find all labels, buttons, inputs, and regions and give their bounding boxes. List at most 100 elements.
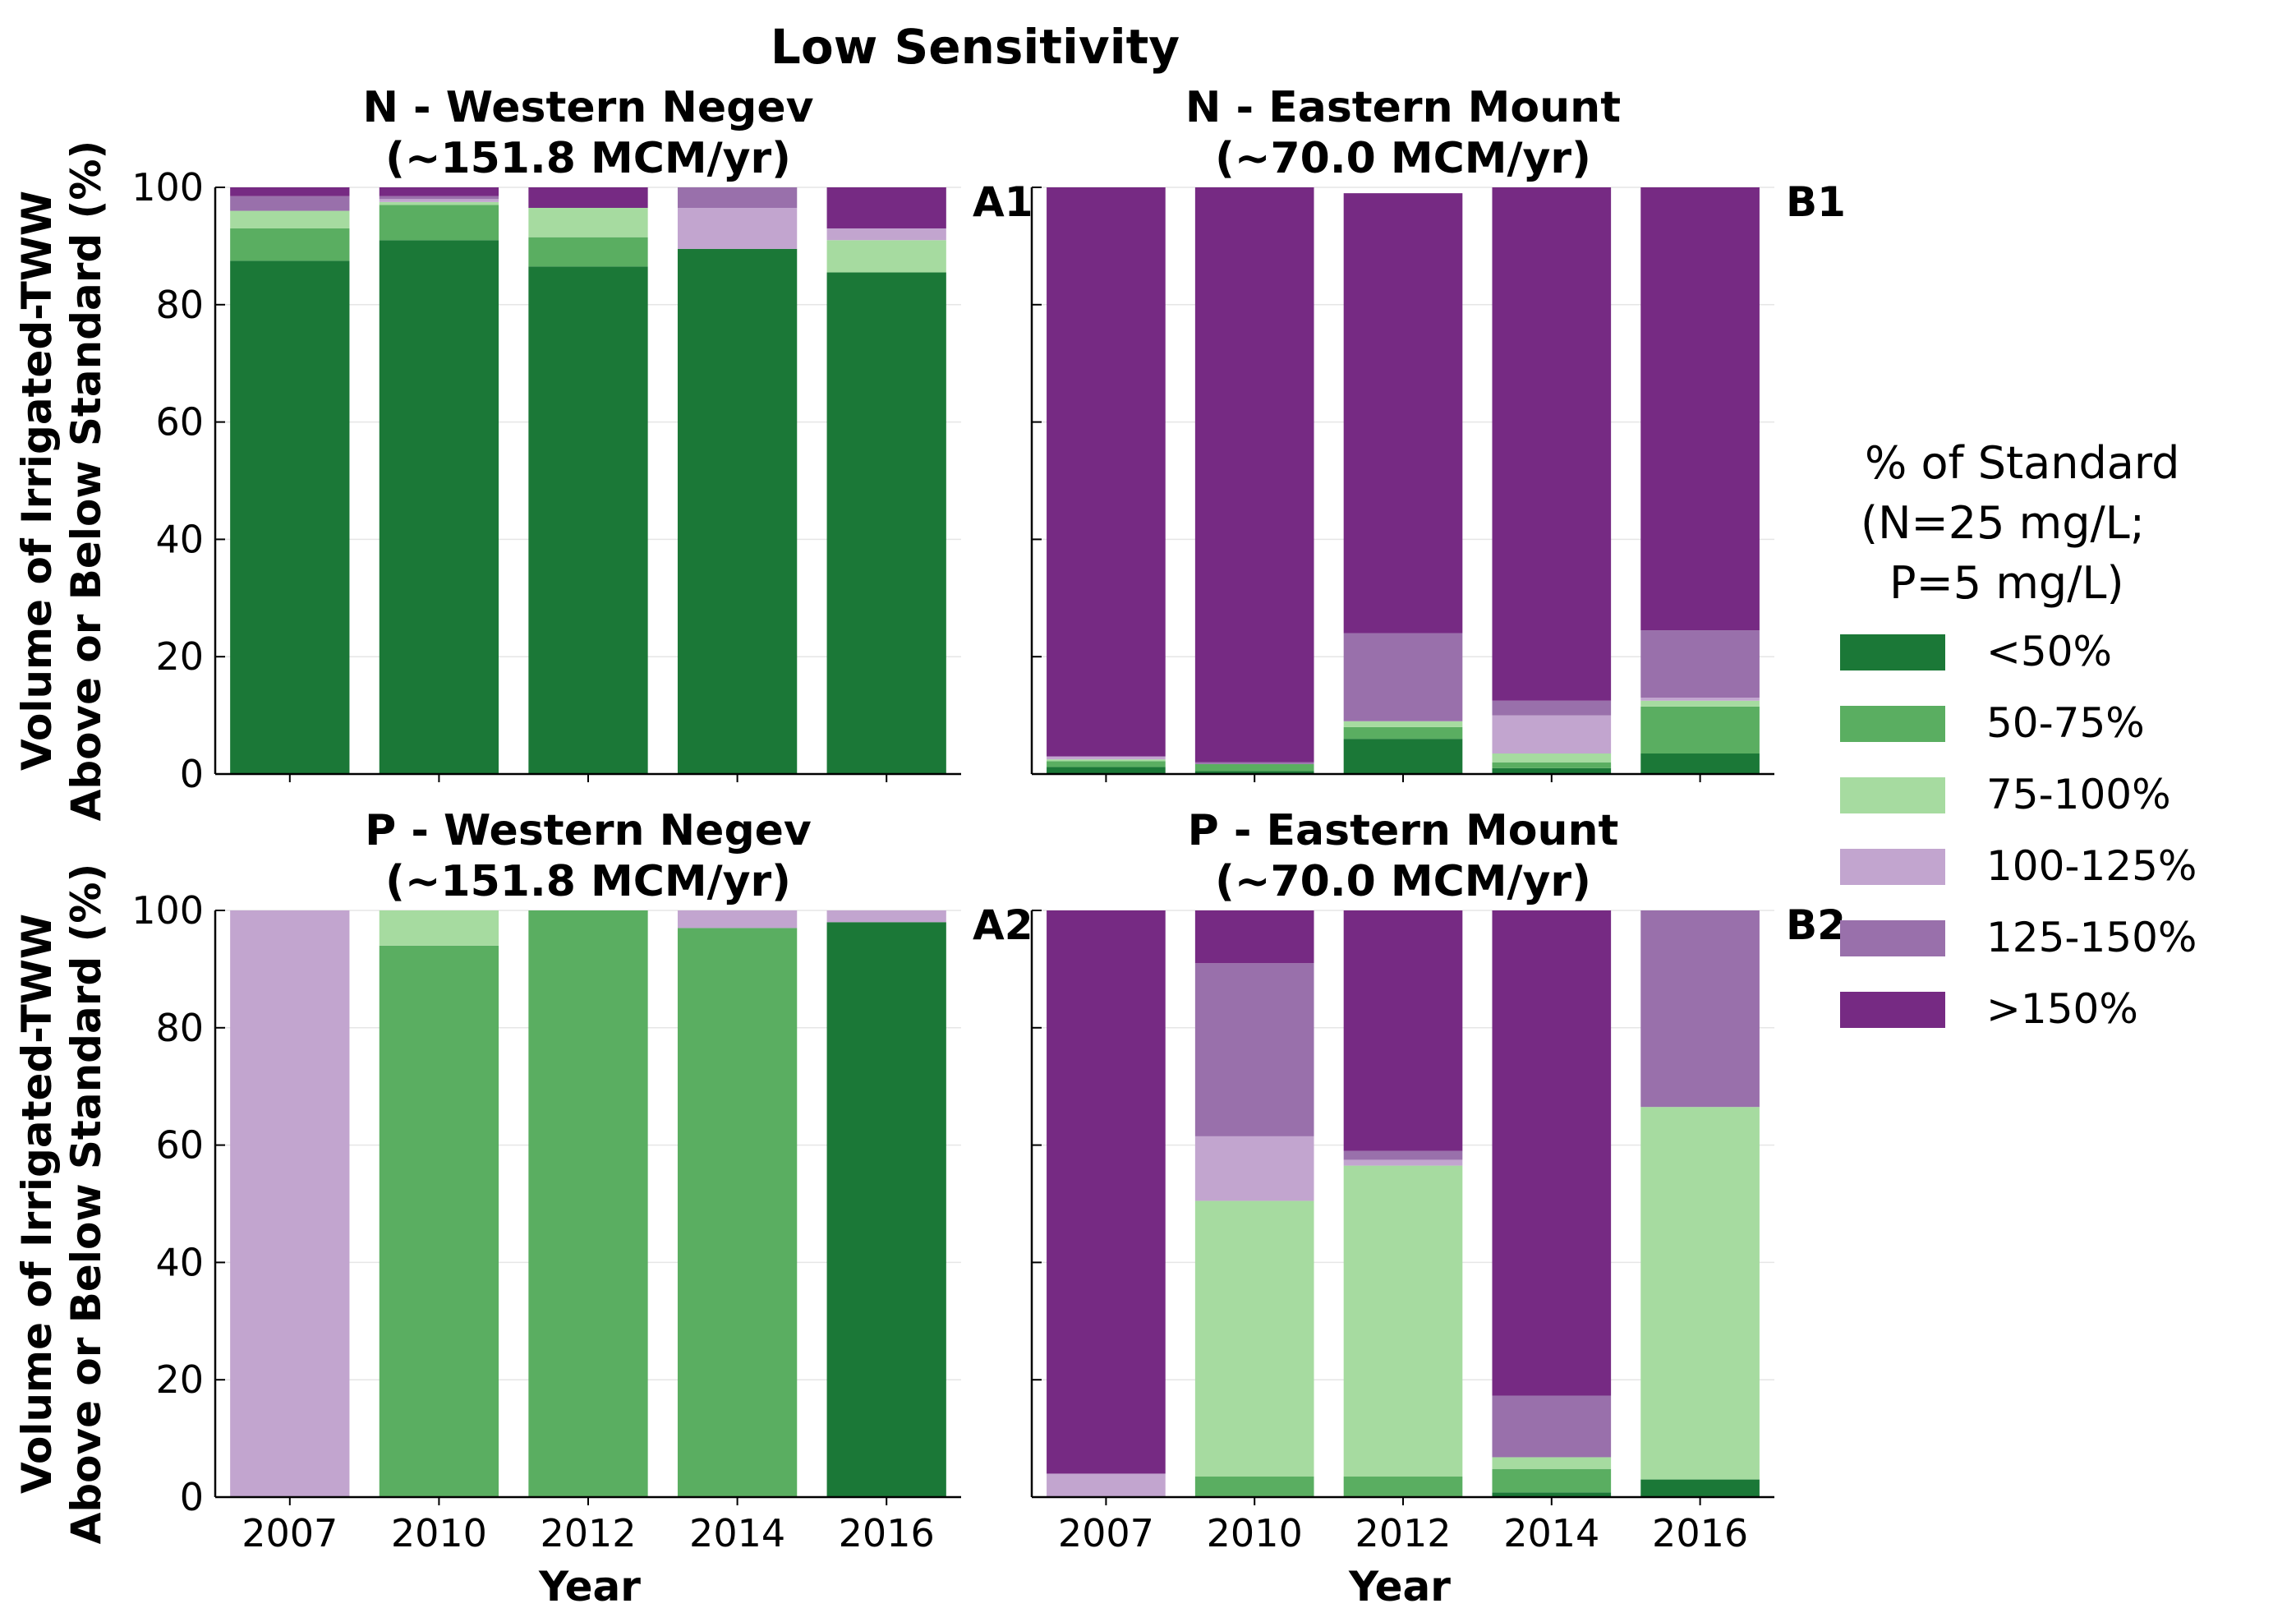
panel-label: A1 [973, 178, 1033, 226]
bar-segment-2016-50 [826, 272, 946, 774]
panel-a2: 2007 2010 2012 2014 2016 0 20 40 60 80 100 P - West… [131, 806, 1033, 1555]
bar-segment-2016-75-100 [826, 240, 946, 273]
y-axis-label-line2: Above or Below Standard (%) [62, 864, 110, 1545]
bar-segment-2014-50 [1492, 1492, 1612, 1497]
figure-title: Low Sensitivity [771, 19, 1180, 75]
bar-segment-2007-100-125 [1047, 756, 1166, 760]
bar-segment-2016-100-125 [1640, 698, 1760, 701]
legend-entries: <50% 50-75% 75-100% 100-125% 125-150% >150% [1840, 628, 2197, 1033]
panel-title-line2: (~151.8 MCM/yr) [385, 134, 791, 183]
bar-segment-2016-50 [1640, 753, 1760, 774]
bar-segment-2012-75-100 [1343, 1165, 1463, 1477]
y-tick-label: 20 [155, 634, 204, 679]
y-tick-label: 0 [180, 1475, 204, 1519]
panel-title-line2: (~151.8 MCM/yr) [385, 857, 791, 906]
bar-segment-2010-75-100 [379, 201, 499, 205]
bar-segment-2016-75-100 [1640, 700, 1760, 707]
bar-segment-2007-100-125 [1047, 1473, 1166, 1497]
bar-segment-2012-100-125 [1343, 1159, 1463, 1166]
x-tick-label: 2014 [1503, 1511, 1599, 1555]
y-tick-label: 100 [131, 165, 204, 210]
y-tick-label: 80 [155, 283, 204, 327]
bar-segment-2016-50-75 [1640, 706, 1760, 754]
bar-segment-2007-125-150 [230, 196, 350, 211]
legend-swatch-75-100 [1840, 777, 1945, 813]
y-tick-label: 40 [155, 517, 204, 561]
x-tick-label: 2016 [1652, 1511, 1748, 1555]
y-tick-label: 0 [180, 752, 204, 796]
bar-segment-2012-50 [528, 266, 648, 774]
bar-segment-2014-75-100 [1492, 1457, 1612, 1469]
legend-swatch-50-75 [1840, 706, 1945, 742]
bar-segment-2012-150 [1343, 193, 1463, 634]
x-tick-label: 2007 [1058, 1511, 1154, 1555]
y-axis-label-bottom: Volume of Irrigated-TWW Above or Below S… [13, 864, 110, 1545]
bar-segment-2012-125-150 [1343, 633, 1463, 721]
bar-segment-2007-150 [1047, 187, 1166, 757]
legend-title-line3: P=5 mg/L) [1889, 557, 2124, 609]
y-tick-label: 80 [155, 1006, 204, 1050]
bar-segment-2010-150 [1194, 187, 1314, 763]
x-tick-label: 2014 [689, 1511, 785, 1555]
panel-title-line2: (~70.0 MCM/yr) [1215, 857, 1591, 906]
legend-label-150: >150% [1986, 985, 2138, 1033]
panel-label: A2 [973, 901, 1033, 949]
bar-segment-2012-50-75 [528, 910, 648, 1497]
bar-segment-2010-50-75 [379, 945, 499, 1497]
bar-segment-2007-50 [1047, 767, 1166, 774]
bar-segment-2010-50 [379, 240, 499, 774]
panel-label: B2 [1786, 901, 1846, 949]
bar-segment-2010-100-125 [1194, 1136, 1314, 1201]
bar-segment-2007-50 [230, 260, 350, 774]
legend-label-50: <50% [1986, 628, 2112, 675]
bar-segment-2016-100-125 [826, 910, 946, 923]
legend-swatch-100-125 [1840, 849, 1945, 885]
legend: % of Standard (N=25 mg/L; P=5 mg/L) <50%… [1840, 437, 2197, 1033]
legend-label-125-150: 125-150% [1986, 914, 2197, 961]
x-tick-label: 2012 [540, 1511, 636, 1555]
bar-segment-2010-50-75 [1194, 1477, 1314, 1497]
bar-segment-2010-125-150 [1194, 762, 1314, 764]
bar-segment-2012-150 [1343, 910, 1463, 1151]
bar-segment-2016-125-150 [1640, 910, 1760, 1108]
bar-segment-2014-150 [1492, 187, 1612, 701]
y-axis-label-line2: Above or Below Standard (%) [62, 141, 110, 822]
x-tick-label: 2010 [391, 1511, 487, 1555]
bar-segment-2014-100-125 [677, 910, 798, 929]
bar-segment-2016-100-125 [826, 228, 946, 241]
bar-segment-2014-50 [1492, 767, 1612, 774]
bar-segment-2007-150 [1047, 910, 1166, 1474]
bar-segment-2010-150 [379, 187, 499, 196]
bar-segment-2012-75-100 [528, 207, 648, 237]
bar-segment-2007-150 [230, 187, 350, 196]
legend-label-75-100: 75-100% [1986, 771, 2171, 818]
x-axis-label-left: Year [538, 1563, 641, 1610]
y-axis-label-line1: Volume of Irrigated-TWW [13, 191, 61, 771]
bar-segment-2014-150 [1492, 910, 1612, 1396]
bar-segment-2012-50-75 [528, 237, 648, 267]
bar-segment-2007-75-100 [1047, 759, 1166, 762]
bar-segment-2010-125-150 [1194, 963, 1314, 1136]
bar-segment-2014-50 [677, 248, 798, 775]
bar-segment-2014-50-75 [1492, 1468, 1612, 1493]
bar-segment-2010-50 [1194, 771, 1314, 774]
panel-title-line1: N - Western Negev [362, 83, 813, 132]
bar-segment-2014-50-75 [1492, 762, 1612, 768]
y-tick-label: 100 [131, 888, 204, 933]
bar-segment-2010-75-100 [1194, 1200, 1314, 1477]
bar-segment-2012-75-100 [1343, 721, 1463, 727]
panel-title-line2: (~70.0 MCM/yr) [1215, 134, 1591, 183]
bar-segment-2016-125-150 [1640, 630, 1760, 698]
panel-b1: N - Eastern Mount(~70.0 MCM/yr) B1 [1030, 83, 1846, 782]
x-axis-label-right: Year [1348, 1563, 1451, 1610]
bar-segment-2012-50-75 [1343, 726, 1463, 740]
legend-title-line1: % of Standard [1865, 437, 2179, 489]
legend-swatch-150 [1840, 992, 1945, 1028]
panel-title-line1: P - Western Negev [365, 806, 812, 855]
panel-a1: 0 20 40 60 80 100 N - Western Negev(~151.8 MCM… [131, 83, 1033, 796]
bar-segment-2014-125-150 [677, 187, 798, 208]
bar-segment-2007-50-75 [1047, 761, 1166, 767]
bar-segment-2014-75-100 [1492, 753, 1612, 763]
x-tick-label: 2007 [242, 1511, 338, 1555]
